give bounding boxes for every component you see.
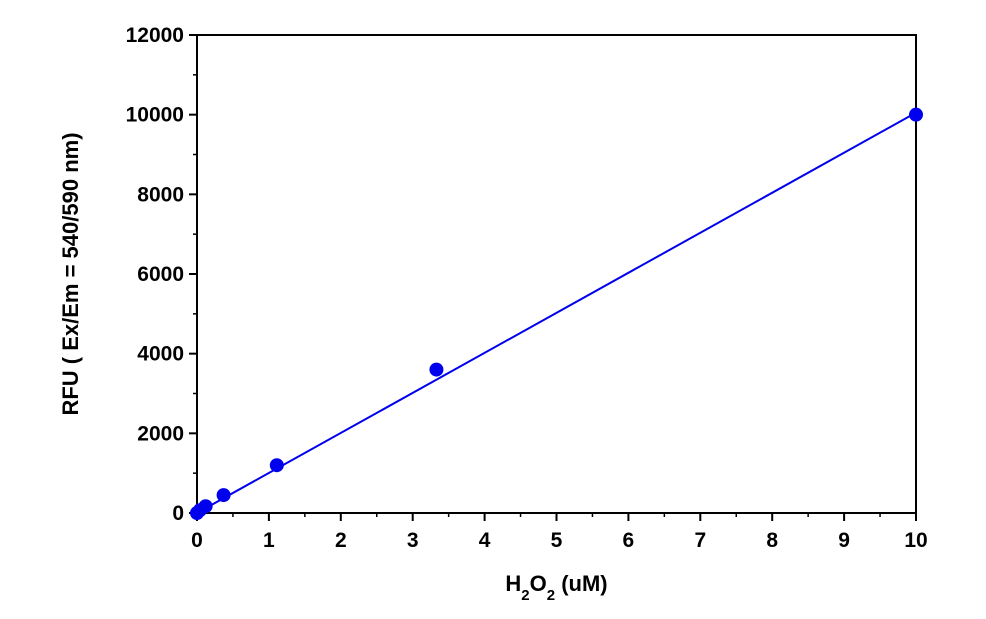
y-tick-label: 2000 [137,422,184,445]
x-axis: 0 1 2 3 4 5 6 7 8 9 10 [191,513,928,552]
y-axis: 0 2000 4000 6000 8000 10000 12000 [126,24,197,525]
x-tick-label: 3 [407,529,419,552]
plot-frame [196,34,917,514]
y-axis-label: RFU ( Ex/Em = 540/590 nm) [58,132,83,415]
y-tick-label: 8000 [137,183,184,206]
x-tick-label: 7 [694,529,706,552]
x-tick-label: 4 [479,529,491,552]
series-layer [190,107,923,520]
x-tick-label: 2 [335,529,347,552]
fit-line [196,111,917,514]
data-point [429,362,444,377]
x-tick-label: 1 [263,529,275,552]
x-axis-label: H2O2 (uM) [505,571,607,604]
y-tick-label: 0 [172,502,184,525]
x-tick-label: 9 [838,529,850,552]
data-point [198,499,213,514]
x-tick-label: 6 [623,529,635,552]
x-tick-label: 5 [551,529,563,552]
y-tick-label: 12000 [126,24,184,47]
data-point [216,488,231,503]
data-point [269,458,284,473]
data-point [909,107,923,122]
y-tick-label: 4000 [137,343,184,366]
x-tick-label: 10 [904,529,927,552]
x-tick-label: 8 [766,529,778,552]
y-tick-label: 6000 [137,263,184,286]
y-tick-label: 10000 [126,104,184,127]
x-tick-label: 0 [191,529,203,552]
